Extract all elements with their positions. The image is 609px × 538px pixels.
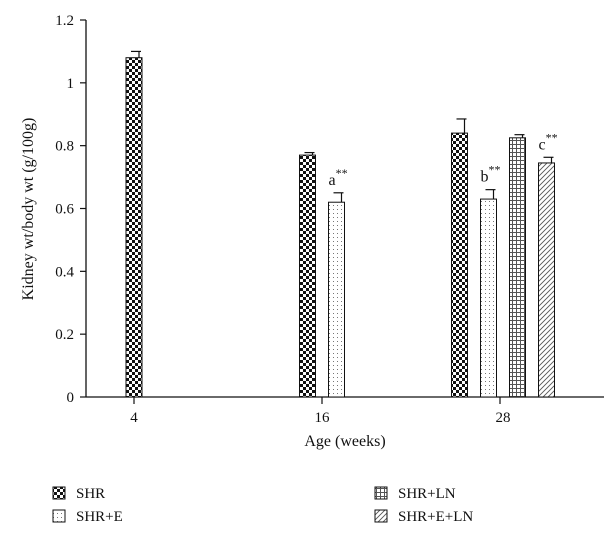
legend-label: SHR+LN	[398, 486, 456, 502]
y-tick-label: 1	[67, 76, 75, 92]
y-tick-label: 1.2	[55, 13, 74, 29]
bar-shr-28	[451, 132, 468, 398]
legend-label: SHR+E+LN	[398, 509, 473, 525]
significance-label: b**	[481, 163, 501, 186]
significance-letter: c	[539, 136, 546, 153]
legend-label: SHR	[76, 486, 105, 502]
legend-swatch	[374, 509, 388, 523]
y-axis-title: Kidney wt/body wt (g/100g)	[20, 118, 37, 301]
x-axis-title: Age (weeks)	[304, 433, 385, 450]
significance-stars: **	[489, 163, 501, 177]
significance-label: a**	[329, 166, 348, 189]
bar-shr-ln-28	[509, 137, 526, 398]
annotations: a** b**c**	[329, 130, 558, 189]
y-ticks: 0 0.2 0.4 0.6 0.8 1 1.2	[55, 13, 86, 406]
y-tick-label: 0.2	[55, 327, 74, 343]
x-tick-label: 28	[496, 410, 511, 426]
significance-letter: b	[481, 169, 489, 186]
y-tick-label: 0	[67, 390, 75, 406]
legend-swatch	[374, 486, 388, 500]
significance-stars: **	[336, 166, 348, 180]
bars	[125, 57, 555, 398]
x-tick-label: 4	[130, 410, 138, 426]
bar-shr-e-ln-28	[538, 162, 555, 398]
bar-shr-4	[125, 57, 143, 398]
bar-shr-e-28	[480, 198, 497, 398]
error-bars	[131, 50, 554, 203]
y-tick-label: 0.6	[55, 202, 74, 218]
legend-swatch	[52, 486, 66, 500]
x-tick-label: 16	[315, 410, 331, 426]
legend-label: SHR+E	[76, 509, 123, 525]
legend: SHR SHR+E SHR+LN SHR+E+LN	[52, 486, 473, 525]
significance-stars: **	[546, 130, 558, 144]
significance-letter: a	[329, 172, 336, 189]
legend-swatch	[52, 509, 66, 523]
significance-label: c**	[539, 130, 558, 153]
y-tick-label: 0.8	[55, 139, 74, 155]
bar-shr-e-16	[328, 201, 345, 398]
bar-shr-16	[299, 154, 316, 398]
x-ticks: 4 16 28	[130, 397, 511, 426]
y-tick-label: 0.4	[55, 264, 74, 280]
